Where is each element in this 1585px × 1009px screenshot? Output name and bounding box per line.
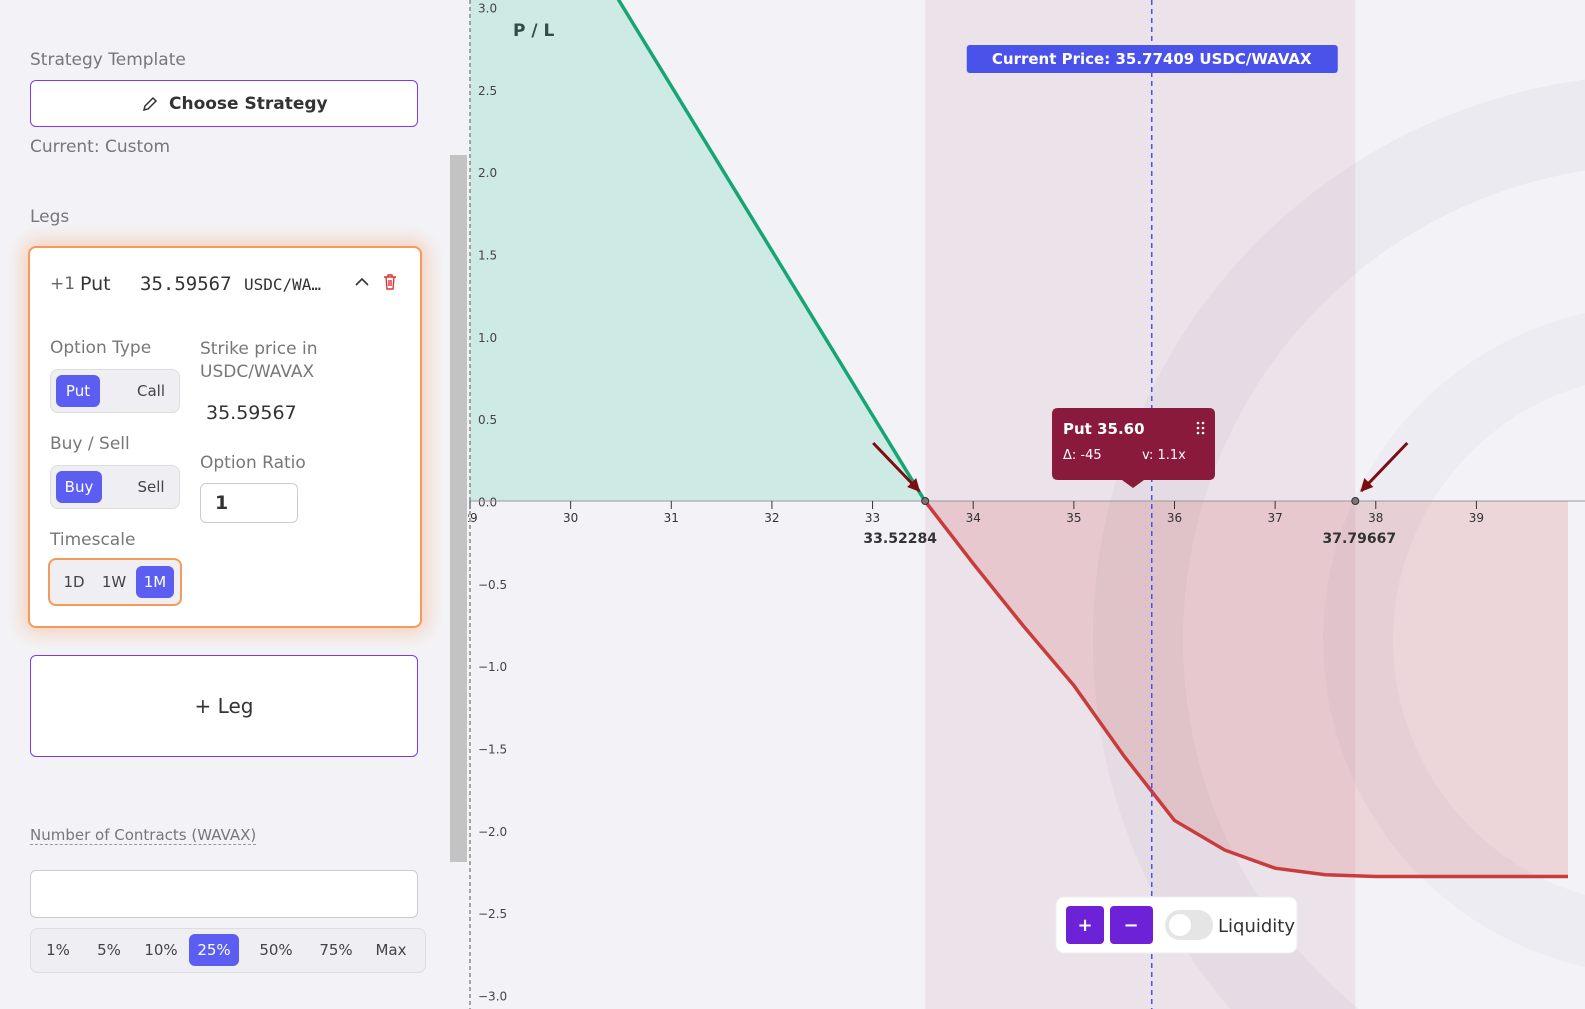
x-tick-label: 37: [1267, 511, 1282, 525]
x-tick-label: 32: [764, 511, 779, 525]
add-leg-button[interactable]: + Leg: [30, 655, 418, 757]
tooltip-box[interactable]: [1052, 408, 1215, 488]
percentage-button[interactable]: 10%: [144, 941, 178, 959]
side-toggle: Buy Sell: [50, 465, 180, 509]
timescale-toggle: 1D 1W 1M: [48, 558, 182, 606]
breakeven-point: [1351, 497, 1360, 505]
tooltip-vol: v: 1.1x: [1142, 448, 1186, 463]
y-tick-label: 3.0: [478, 2, 497, 16]
x-tick-label: 38: [1368, 511, 1383, 525]
plot-area: [470, 0, 1568, 879]
current-price-badge: [966, 45, 1338, 73]
leg-strike: 35.59567: [140, 273, 232, 295]
ratio-input[interactable]: 1: [200, 483, 298, 523]
drag-handle-dot: [1201, 426, 1205, 430]
y-tick-label: 0.5: [478, 413, 497, 427]
y-tick-label: −2.0: [478, 825, 507, 839]
percentage-button[interactable]: 75%: [319, 941, 353, 959]
pencil-icon: [142, 96, 158, 112]
pl-chart: P / L 3.02.52.01.51.00.50.0−0.5−1.0−1.5−…: [468, 0, 1585, 1009]
buy-sell-label: Buy / Sell: [50, 434, 130, 454]
drag-handle-dot: [1196, 431, 1200, 435]
x-tick-label: 39: [1469, 511, 1484, 525]
drag-handle-dot: [1196, 421, 1200, 425]
breakeven-point: [921, 497, 930, 505]
percentage-button[interactable]: 50%: [259, 941, 293, 959]
zoom-in-label: +: [1077, 915, 1092, 936]
ratio-label: Option Ratio: [200, 453, 306, 473]
x-tick-label: 30: [563, 511, 578, 525]
toggle-knob: [1169, 914, 1191, 936]
x-tick-label: 35: [1066, 511, 1081, 525]
percentage-button[interactable]: Max: [375, 941, 407, 959]
contracts-input[interactable]: [30, 870, 418, 918]
strategy-label: Strategy Template: [30, 50, 186, 70]
tooltip-delta: Δ: -45: [1063, 448, 1102, 463]
zoom-out-label: −: [1123, 915, 1138, 936]
collapse-icon[interactable]: [354, 276, 370, 288]
timescale-1w[interactable]: 1W: [101, 573, 127, 591]
option-put[interactable]: Put: [56, 375, 100, 407]
y-tick-label: 2.0: [478, 166, 497, 180]
y-tick-label: −3.0: [478, 990, 507, 1004]
y-tick-label: 0.0: [478, 496, 497, 510]
current-strategy: Current: Custom: [30, 137, 171, 157]
liquidity-label: Liquidity: [1218, 916, 1295, 937]
pl-line: [616, 0, 1568, 879]
drag-handle-dot: [1196, 426, 1200, 430]
percentage-button[interactable]: 5%: [97, 941, 121, 959]
x-tick-label: 31: [664, 511, 679, 525]
y-tick-label: 1.5: [478, 249, 497, 263]
pl-area: [470, 0, 1568, 877]
y-tick-label: 1.0: [478, 331, 497, 345]
percentage-button[interactable]: 1%: [46, 941, 70, 959]
drag-handle-dot: [1201, 421, 1205, 425]
option-type-toggle: Put Call: [50, 369, 180, 413]
timescale-label: Timescale: [50, 530, 136, 550]
x-tick-label: 36: [1167, 511, 1182, 525]
scrollbar: [450, 0, 467, 1009]
y-tick-label: −0.5: [478, 578, 507, 592]
strike-input[interactable]: 35.59567: [206, 402, 297, 424]
zoom-in-button[interactable]: [1066, 906, 1104, 944]
button-text: Choose Strategy: [169, 94, 328, 114]
x-tick-label: 29: [468, 511, 478, 525]
scrollbar-thumb[interactable]: [450, 155, 467, 862]
zoom-out-button[interactable]: [1110, 906, 1153, 944]
x-tick-label: 34: [966, 511, 981, 525]
x-tick-label: 33: [865, 511, 880, 525]
timescale-1m[interactable]: 1M: [136, 566, 174, 598]
side-buy[interactable]: Buy: [56, 471, 102, 503]
leg-card: +1 Put 35.59567 USDC/WA… Option Type Put…: [28, 246, 422, 628]
breakeven-label: 33.52284: [863, 531, 937, 547]
y-tick-label: −1.5: [478, 743, 507, 757]
choose-strategy-button[interactable]: Choose Strategy: [30, 80, 418, 127]
tooltip-title: Put 35.60: [1063, 420, 1145, 438]
strike-label: Strike price in USDC/WAVAX: [200, 339, 318, 382]
drag-handle-dot: [1201, 431, 1205, 435]
option-type-label: Option Type: [50, 338, 152, 358]
timescale-1d[interactable]: 1D: [63, 573, 85, 591]
leg-unit: USDC/WA…: [244, 275, 322, 294]
leg-type: Put: [80, 273, 111, 295]
breakeven-arrowhead: [1360, 478, 1374, 492]
leg-quantity: +1: [50, 274, 76, 294]
y-tick-label: 2.5: [478, 84, 497, 98]
current-price-label: Current Price: 35.77409 USDC/WAVAX: [992, 50, 1312, 68]
percentage-buttons: 1% 5% 10% 25% 50% 75% Max: [30, 928, 426, 973]
breakeven-label: 37.79667: [1323, 531, 1397, 547]
delete-icon[interactable]: [382, 273, 398, 291]
y-tick-label: −1.0: [478, 660, 507, 674]
percentage-button[interactable]: 25%: [189, 934, 239, 966]
side-sell[interactable]: Sell: [137, 478, 165, 496]
y-tick-label: −2.5: [478, 907, 507, 921]
contracts-label: Number of Contracts (WAVAX): [30, 826, 257, 845]
legs-label: Legs: [30, 207, 70, 227]
breakeven-arrowhead: [907, 478, 921, 492]
option-call[interactable]: Call: [136, 382, 165, 400]
